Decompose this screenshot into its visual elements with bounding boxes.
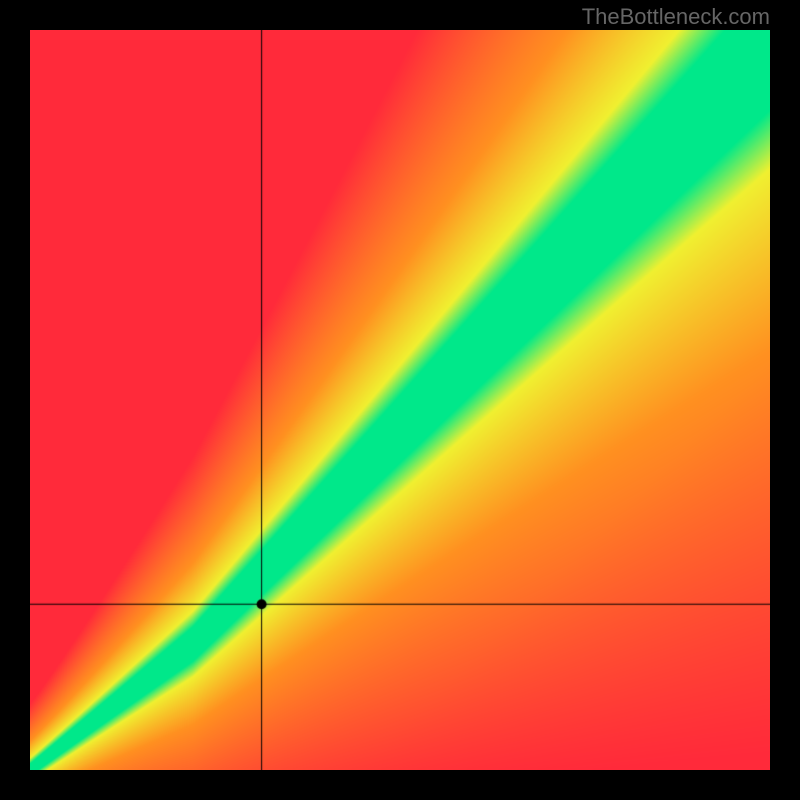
- chart-container: TheBottleneck.com: [0, 0, 800, 800]
- attribution-text: TheBottleneck.com: [582, 4, 770, 30]
- bottleneck-heatmap: [30, 30, 770, 770]
